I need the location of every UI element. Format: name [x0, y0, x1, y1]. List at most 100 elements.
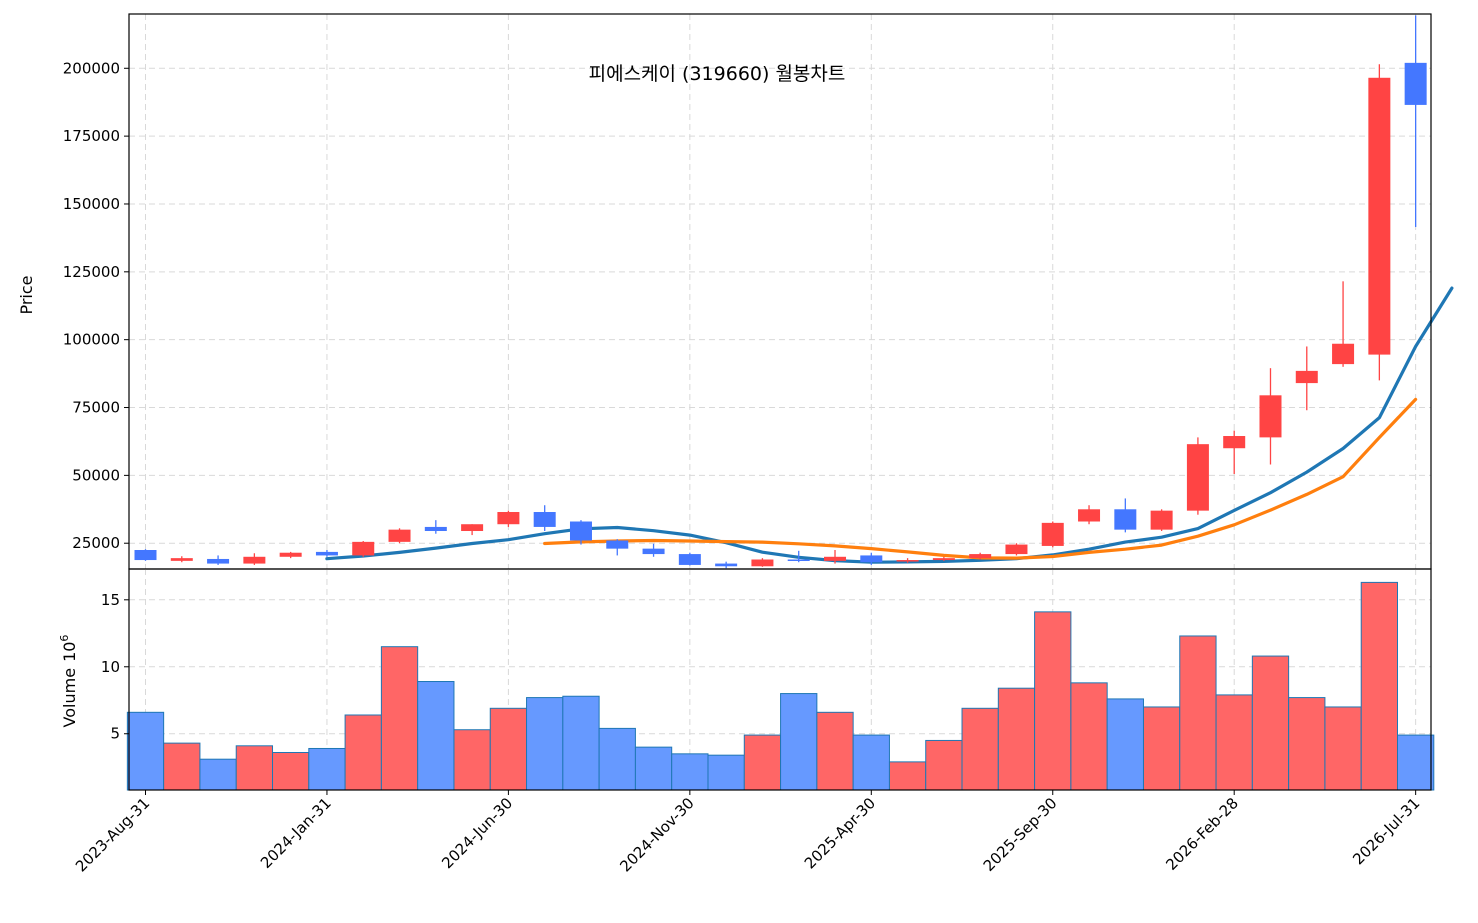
volume-tick-label: 5	[110, 725, 120, 743]
volume-bar	[199, 758, 237, 791]
candle-body	[207, 558, 230, 564]
volume-bar	[598, 727, 636, 791]
price-panel-frame	[128, 13, 1432, 570]
candle-body	[969, 554, 992, 559]
x-tick-label: 2023-Aug-31	[72, 794, 153, 875]
volume-bar	[526, 697, 564, 791]
price-tick-label: 75000	[72, 399, 120, 417]
x-tick-label: 2026-Feb-28	[1162, 794, 1242, 874]
x-axis-ticks: 2023-Aug-31 2024-Jan-31 2024-Jun-30 2024-No…	[72, 790, 1423, 875]
x-tick-label: 2024-Jun-30	[438, 794, 516, 872]
candle-body	[134, 550, 157, 561]
candle-body	[461, 524, 484, 532]
volume-bar	[1179, 635, 1217, 791]
candle-body	[896, 560, 919, 562]
candle-body	[751, 559, 774, 567]
volume-bar	[671, 753, 709, 791]
candle-body	[243, 556, 266, 564]
volume-bar	[1251, 655, 1290, 791]
volume-bar	[816, 711, 854, 791]
candle-body	[497, 512, 520, 525]
candle-body	[1332, 343, 1355, 365]
volume-bar	[235, 745, 274, 791]
price-panel: 25000 50000 75000 100000 125000 150000 175000 2…	[17, 13, 1454, 570]
volume-bar	[344, 714, 382, 791]
chart-title: 피에스케이 (319660) 월봉차트	[589, 63, 846, 85]
volume-bar	[1034, 611, 1072, 791]
volume-bar	[1106, 698, 1144, 791]
volume-bar	[163, 742, 201, 791]
candle-body	[860, 555, 883, 563]
volume-bars	[126, 581, 1435, 791]
volume-bar	[308, 747, 346, 791]
volume-bar	[1070, 682, 1108, 791]
volume-bar	[1397, 734, 1435, 791]
volume-bar	[272, 751, 310, 791]
price-axis-label: Price	[17, 275, 36, 314]
candle-body	[1186, 444, 1209, 511]
volume-bar	[1142, 706, 1181, 791]
volume-bar	[1215, 694, 1253, 791]
volume-bar	[888, 761, 927, 791]
x-tick-label: 2026-Jul-31	[1349, 794, 1423, 868]
candle-body	[1404, 62, 1427, 105]
x-tick-label: 2025-Apr-30	[801, 794, 879, 872]
price-tick-label: 175000	[63, 127, 120, 145]
price-tick-label: 100000	[63, 331, 120, 349]
volume-bar	[780, 693, 818, 791]
candle-body	[606, 540, 629, 549]
price-tick-label: 50000	[72, 466, 120, 484]
candle-body	[315, 551, 338, 556]
candle-body	[352, 541, 375, 556]
candle-body	[388, 529, 411, 542]
price-tick-label: 150000	[63, 195, 120, 213]
candle-body	[424, 526, 447, 532]
candle-body	[1368, 77, 1391, 355]
candle-body	[932, 558, 955, 561]
price-tick-label: 125000	[63, 263, 120, 281]
volume-tick-label: 10	[101, 658, 120, 676]
volume-tick-label: 15	[101, 591, 120, 609]
price-tick-label: 25000	[72, 534, 120, 552]
candle-body	[1114, 509, 1137, 530]
candle-body	[1223, 436, 1246, 449]
moving-average-lines	[325, 286, 1454, 564]
x-tick-label: 2024-Jan-31	[257, 794, 335, 872]
volume-bar	[997, 687, 1036, 791]
candle-body	[642, 548, 665, 555]
volume-bar	[489, 707, 528, 791]
candle-body	[279, 552, 302, 557]
candle-body	[569, 521, 592, 541]
price-gridlines	[129, 14, 1431, 569]
volume-bar	[852, 734, 890, 791]
volume-bar	[562, 695, 600, 791]
volume-bar	[1288, 697, 1326, 791]
volume-axis-label-exponent: 6	[58, 635, 71, 642]
candle-body	[715, 563, 738, 567]
candle-body	[787, 559, 810, 562]
volume-bar	[743, 734, 782, 791]
volume-bar	[380, 646, 419, 791]
price-tick-label: 200000	[63, 59, 120, 77]
volume-bar	[634, 746, 673, 791]
volume-bar	[707, 754, 745, 791]
volume-bar	[925, 739, 963, 791]
x-tick-label: 2025-Sep-30	[980, 794, 1061, 875]
volume-bar	[1324, 706, 1362, 791]
candle-body	[1259, 395, 1282, 438]
candle-body	[1150, 510, 1173, 530]
volume-axis-label-base: 10	[60, 642, 79, 662]
x-tick-label: 2024-Nov-30	[616, 794, 697, 875]
candle-body	[824, 556, 847, 561]
volume-bar	[1360, 581, 1399, 791]
candle-body	[1078, 509, 1101, 522]
moving-average-line-ma_short	[325, 286, 1454, 564]
volume-panel-frame	[128, 568, 1432, 791]
volume-bar	[417, 681, 455, 791]
candle-body	[678, 554, 701, 565]
candle-body	[1295, 370, 1318, 384]
candle-body	[1005, 544, 1028, 555]
volume-bar	[961, 707, 999, 791]
